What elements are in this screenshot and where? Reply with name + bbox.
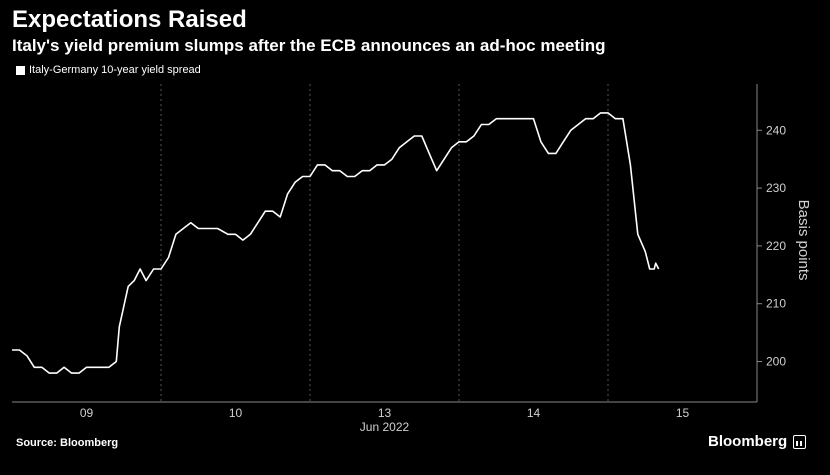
brand-logo: Bloomberg xyxy=(708,433,807,450)
y-tick-label: 220 xyxy=(766,239,786,253)
chart-subtitle: Italy's yield premium slumps after the E… xyxy=(12,36,606,55)
y-tick-label: 240 xyxy=(766,123,786,137)
x-tick-label: 15 xyxy=(676,406,690,420)
y-axis-title: Basis points xyxy=(795,200,812,281)
y-tick-label: 200 xyxy=(766,355,786,369)
legend: Italy-Germany 10-year yield spread xyxy=(16,64,201,76)
legend-label: Italy-Germany 10-year yield spread xyxy=(29,64,201,76)
x-axis-title: Jun 2022 xyxy=(360,420,410,434)
y-tick-label: 210 xyxy=(766,297,786,311)
y-tick-label: 230 xyxy=(766,181,786,195)
x-tick-label: 09 xyxy=(80,406,94,420)
x-tick-label: 13 xyxy=(378,406,392,420)
series-line xyxy=(12,112,660,374)
legend-swatch xyxy=(16,65,25,75)
brand-name: Bloomberg xyxy=(708,433,788,450)
x-tick-label: 14 xyxy=(527,406,541,420)
chart-title: Expectations Raised xyxy=(12,6,247,33)
x-tick-label: 10 xyxy=(229,406,243,420)
chart-icon xyxy=(793,434,807,449)
source-note: Source: Bloomberg xyxy=(16,437,119,449)
